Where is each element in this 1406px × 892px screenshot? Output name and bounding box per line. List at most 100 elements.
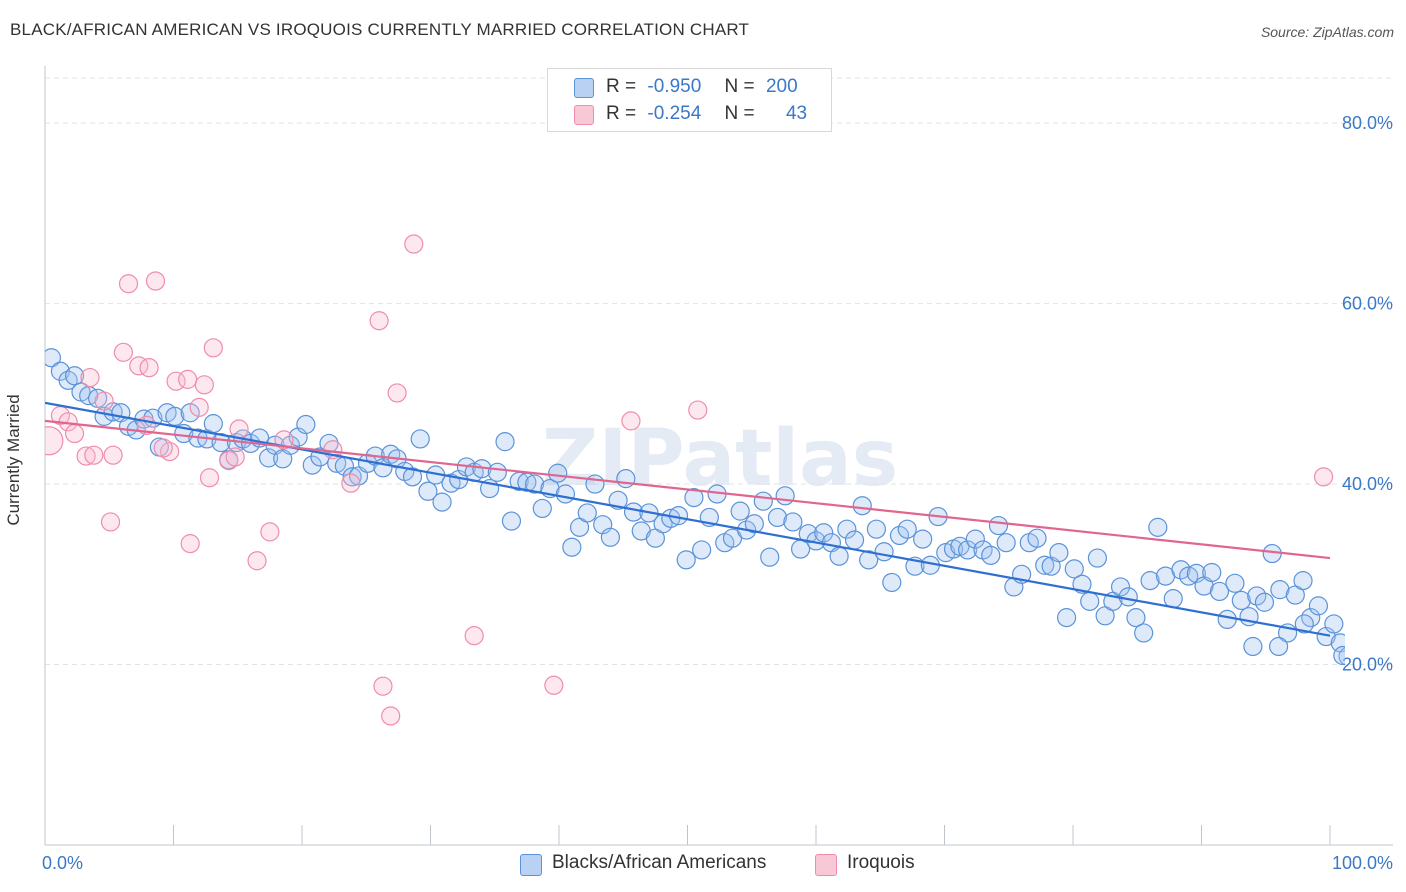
iroquois-point [84,445,104,465]
blacks-point [45,348,62,368]
y-tick-label: 80.0% [1342,113,1393,133]
blacks-point [548,463,568,483]
y-tick-label: 40.0% [1342,474,1393,494]
blacks-point [767,507,788,528]
pink-swatch [815,854,837,876]
blacks-point [1225,573,1245,593]
blacks-point [981,545,1001,565]
blacks-point [852,496,872,516]
blacks-point [1140,571,1160,591]
blacks-point [1064,559,1084,579]
blacks-point [866,519,886,539]
r-value: -0.254 [647,103,702,124]
iroquois-point [45,426,64,456]
blacks-point [1126,608,1146,628]
blacks-point [988,515,1009,536]
blacks-point [402,467,423,487]
blacks-point [1385,601,1403,619]
iroquois-point [76,446,96,466]
iroquois-point [544,675,564,695]
iroquois-point [100,512,121,532]
blacks-point [532,498,552,519]
blacks-point [783,512,803,532]
blacks-point [1247,586,1267,606]
iroquois-point [621,411,641,431]
iroquois-point [94,391,114,411]
blacks-point [1270,580,1290,600]
blacks-point [1027,528,1047,548]
blacks-point [64,366,85,386]
blacks-point [753,491,773,511]
iroquois-point [341,473,361,493]
r-value: -0.950 [647,76,702,97]
iroquois-point [247,551,267,571]
y-tick-label: 20.0% [1342,655,1393,675]
blacks-point [958,540,978,560]
blacks-point [722,528,743,548]
iroquois-point [404,234,424,254]
legend-label: Blacks/African Americans [552,852,767,873]
blacks-point [487,462,507,482]
watermark: ZIPatlas [542,414,898,504]
blacks-point [844,530,865,550]
blacks-point [211,432,231,453]
iroquois-point [1313,467,1334,487]
iroquois-point [118,274,139,294]
blacks-point [913,529,933,549]
blacks-point [203,414,223,434]
blacks-point [897,519,917,539]
x-tick-label: 100.0% [1332,853,1393,873]
blacks-point [798,524,818,544]
legend-label: Iroquois [847,852,915,873]
iroquois-point [203,338,223,358]
blue-swatch [574,78,594,98]
blacks-point [1087,548,1108,568]
blacks-point [814,523,834,543]
blacks-point [1035,555,1055,575]
blacks-point [1134,623,1154,643]
blacks-point [1308,596,1329,616]
blacks-point [296,414,316,435]
blacks-point [616,469,636,489]
blacks-point [1049,543,1069,563]
iroquois-point [381,706,401,726]
blacks-point [1293,571,1313,591]
blacks-point [859,550,879,570]
iroquois-point [145,271,166,291]
blacks-point [495,432,515,452]
iroquois-point [80,367,100,388]
blacks-point [1393,618,1406,636]
blacks-point [996,533,1016,553]
blacks-point [1392,588,1406,606]
blacks-point [1202,562,1222,583]
blacks-point [1179,566,1199,586]
iroquois-point [219,450,239,471]
blacks-point [744,514,764,534]
blacks-point [1294,614,1314,634]
n-value: 200 [765,76,798,97]
iroquois-point [369,311,389,331]
blue-swatch [520,854,542,876]
iroquois-point [113,342,133,362]
blacks-point [180,403,200,423]
blacks-point [1217,609,1237,630]
iroquois-point [199,468,220,488]
blacks-point [1333,645,1345,666]
blacks-point [501,511,522,531]
blacks-point [258,448,279,468]
iroquois-point [225,447,245,467]
r-label: R = [606,103,637,124]
x-tick-label: 0.0% [42,853,83,873]
blacks-point [1254,592,1275,612]
blacks-point [432,492,452,512]
blacks-point [1243,636,1263,657]
blacks-point [555,484,576,504]
blacks-point [577,503,597,523]
blacks-point [882,572,902,593]
blacks-point [1148,517,1168,537]
blacks-point [585,474,605,494]
blacks-point [410,429,430,449]
iroquois-point [103,445,123,465]
iroquois-point [180,534,200,554]
